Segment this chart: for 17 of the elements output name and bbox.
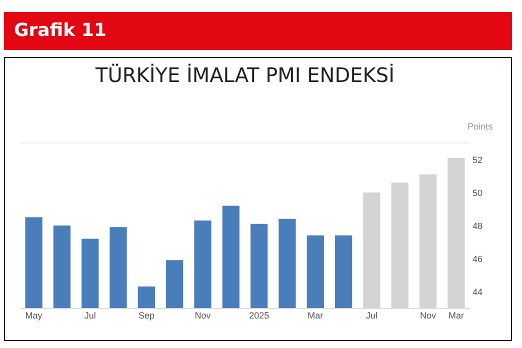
x-tick-label: Jul — [366, 310, 378, 320]
text: Grafik 11 — [14, 20, 106, 41]
y-axis-title: Points — [467, 122, 493, 132]
x-tick-label: Mar — [308, 310, 324, 320]
y-tick-label: 44 — [472, 287, 483, 297]
x-tick-label: Nov — [420, 310, 437, 320]
y-tick-label: 46 — [472, 254, 483, 264]
x-tick-label: Sep — [138, 310, 154, 320]
x-tick-label: 2025 — [249, 310, 270, 320]
y-tick-label: 48 — [472, 221, 483, 231]
chart-title: TÜRKİYE İMALAT PMI ENDEKSİ — [94, 63, 395, 87]
y-tick-label: 50 — [472, 188, 483, 198]
x-tick-label: Mar — [448, 310, 464, 320]
x-tick-label: Nov — [194, 310, 212, 320]
x-tick-label: May — [25, 310, 43, 320]
y-tick-label: 52 — [472, 155, 483, 165]
x-tick-label: Jul — [84, 310, 96, 320]
